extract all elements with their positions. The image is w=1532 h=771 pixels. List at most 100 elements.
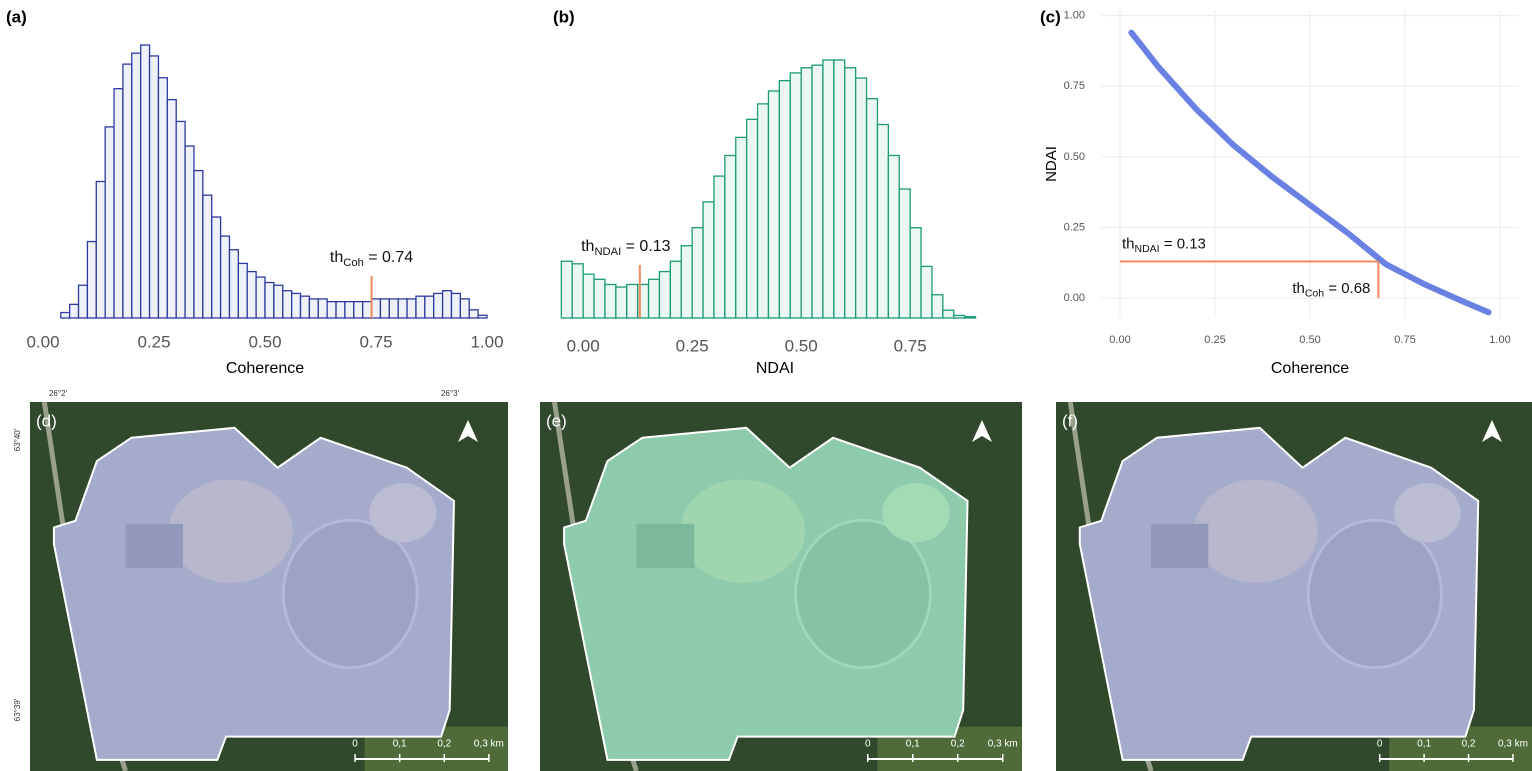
bar [627, 284, 638, 318]
bar [670, 261, 681, 318]
bar [877, 125, 888, 319]
coordinate-label: 26°3′ [441, 389, 460, 398]
bar [176, 121, 185, 318]
x-tick-label: 0.50 [785, 336, 818, 355]
bar [478, 315, 487, 318]
bar [899, 189, 910, 318]
bar [185, 146, 194, 318]
x-tick-label: 1.00 [470, 332, 503, 351]
bar [434, 293, 443, 318]
annotation-suffix: = 0.68 [1324, 280, 1370, 297]
bar [247, 272, 256, 318]
bar [692, 228, 703, 318]
bar [790, 73, 801, 318]
annotation-suffix: = 0.13 [621, 238, 670, 255]
x-axis-label: Coherence [226, 360, 304, 377]
bar [380, 299, 389, 318]
overlay [564, 428, 967, 760]
x-tick-label: 1.00 [1489, 334, 1510, 346]
annotation: thCoh = 0.68 [1292, 280, 1370, 299]
annotation-suffix: = 0.74 [364, 249, 413, 266]
coordinate-label: 26°2′ [49, 389, 68, 398]
bar [150, 56, 159, 318]
x-axis-label: Coherence [1271, 360, 1349, 377]
bar [605, 284, 616, 318]
overlay [54, 428, 454, 760]
bar [345, 302, 354, 318]
bar [301, 296, 310, 318]
map: (e)00,10,20,3 km [540, 402, 1022, 771]
overlay [1080, 428, 1478, 760]
x-tick-label: 0.50 [1299, 334, 1320, 346]
bar [96, 182, 105, 319]
x-tick-label: 0.75 [1394, 334, 1415, 346]
bar [572, 264, 583, 318]
panel-label: (a) [6, 7, 27, 26]
bar [736, 137, 747, 318]
scale-label: 0,1 [393, 739, 407, 750]
panel-label: (e) [546, 411, 567, 430]
bar [965, 317, 976, 318]
bar [123, 64, 132, 318]
bar [398, 299, 407, 318]
bar [416, 296, 425, 318]
x-tick-label: 0.25 [676, 336, 709, 355]
annotation-subscript: Coh [343, 257, 364, 269]
bar [649, 279, 660, 318]
bar [801, 68, 812, 318]
bar [221, 236, 230, 318]
x-tick-label: 0.75 [359, 332, 392, 351]
bar [659, 272, 670, 318]
bar [327, 302, 336, 318]
bar [318, 299, 327, 318]
annotation: thCoh = 0.74 [330, 249, 413, 269]
scale-label: 0 [352, 739, 358, 750]
x-tick-label: 0.25 [137, 332, 170, 351]
bar [460, 299, 469, 318]
bar [87, 242, 96, 318]
annotation-prefix: th [1122, 235, 1135, 252]
y-tick-label: 0.25 [1064, 221, 1085, 233]
panel-label: (c) [1040, 7, 1061, 26]
bar [443, 291, 452, 318]
bar [167, 100, 176, 318]
panel-label: (b) [553, 7, 575, 26]
bar [132, 53, 141, 318]
scale-label: 0,2 [951, 739, 965, 750]
bar [725, 155, 736, 318]
bar [932, 295, 943, 318]
bar [681, 246, 692, 318]
panel-label: (f) [1062, 411, 1078, 430]
bar [469, 310, 478, 318]
x-tick-label: 0.25 [1204, 334, 1225, 346]
y-tick-label: 0.50 [1064, 151, 1085, 163]
bar [714, 176, 725, 318]
bar [256, 277, 265, 318]
x-tick-label: 0.75 [894, 336, 927, 355]
x-tick-label: 0.50 [248, 332, 281, 351]
y-tick-label: 0.00 [1064, 292, 1085, 304]
x-tick-label: 0.00 [26, 332, 59, 351]
bar [292, 293, 301, 318]
bar [758, 104, 769, 318]
bar [407, 299, 416, 318]
annotation: thNDAI = 0.13 [581, 238, 671, 258]
bar [823, 60, 834, 318]
annotation-subscript: NDAI [594, 246, 621, 258]
bar [363, 302, 372, 318]
bar [203, 195, 212, 318]
annotation-subscript: Coh [1305, 288, 1324, 300]
bar [79, 285, 88, 318]
annotation-prefix: th [330, 249, 343, 266]
bar [910, 228, 921, 318]
map: (f)00,10,20,3 km [1056, 402, 1532, 771]
bar [747, 119, 758, 318]
bar [703, 202, 714, 318]
bar [158, 78, 167, 318]
scale-label: 0,1 [1417, 739, 1431, 750]
bar [70, 304, 79, 318]
bar [616, 287, 627, 318]
bar [238, 263, 247, 318]
bar [888, 155, 899, 318]
